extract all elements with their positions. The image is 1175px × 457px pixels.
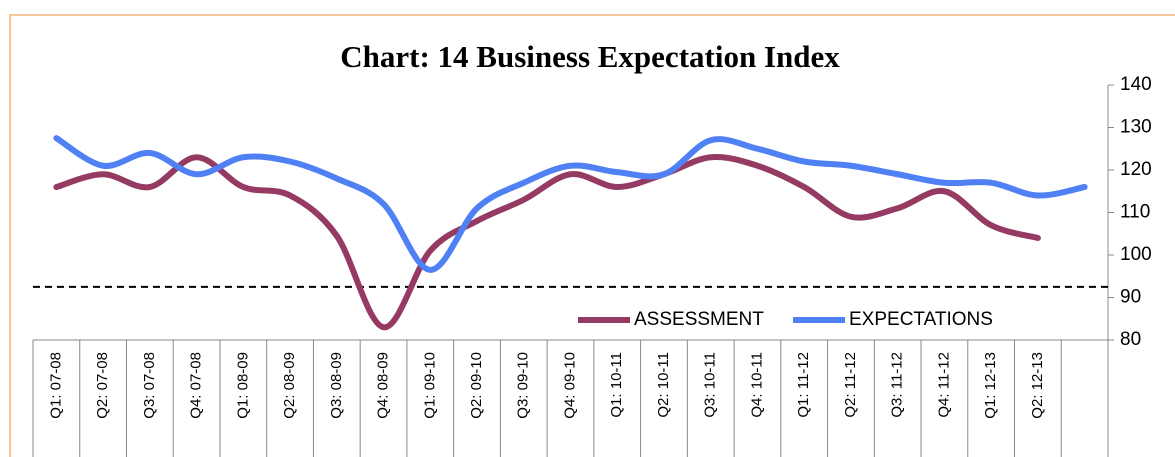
x-tick-label: Q2: 08-09 bbox=[281, 352, 298, 419]
y-tick-label: 110 bbox=[1120, 202, 1150, 223]
x-tick-label: Q2: 12-13 bbox=[1029, 352, 1046, 419]
chart-title: Chart: 14 Business Expectation Index bbox=[340, 39, 840, 74]
x-tick-label: Q3: 10-11 bbox=[702, 352, 719, 418]
series-line bbox=[53, 154, 1041, 331]
x-tick-label: Q4: 09-10 bbox=[561, 352, 578, 419]
y-tick-label: 120 bbox=[1120, 159, 1152, 180]
x-tick-label: Q2: 10-11 bbox=[655, 352, 672, 418]
x-tick-label: Q3: 09-10 bbox=[515, 352, 532, 419]
chart-border bbox=[9, 14, 1175, 457]
legend-label: ASSESSMENT bbox=[634, 309, 764, 330]
x-tick-label: Q2: 07-08 bbox=[94, 352, 111, 419]
x-tick-label: Q1: 09-10 bbox=[421, 352, 438, 419]
x-tick-label: Q1: 08-09 bbox=[234, 352, 251, 419]
x-tick-label: Q1: 12-13 bbox=[982, 352, 999, 419]
y-tick-label: 90 bbox=[1120, 287, 1141, 308]
y-tick-label: 80 bbox=[1120, 329, 1141, 350]
x-tick-label: Q4: 11-12 bbox=[935, 352, 952, 418]
y-tick-label: 140 bbox=[1120, 74, 1152, 95]
x-tick-label: Q3: 11-12 bbox=[889, 352, 906, 418]
x-tick-label: Q3: 08-09 bbox=[328, 352, 345, 419]
x-tick-label: Q1: 07-08 bbox=[47, 352, 64, 419]
x-tick-label: Q1: 10-11 bbox=[608, 352, 625, 418]
x-tick-label: Q4: 08-09 bbox=[375, 352, 392, 419]
x-tick-label: Q3: 07-08 bbox=[141, 352, 158, 419]
series-line bbox=[53, 135, 1088, 273]
x-tick-label: Q4: 07-08 bbox=[188, 352, 205, 419]
x-tick-label: Q2: 09-10 bbox=[468, 352, 485, 419]
y-tick-label: 130 bbox=[1120, 117, 1152, 138]
x-tick-label: Q4: 10-11 bbox=[748, 352, 765, 418]
x-tick-label: Q1: 11-12 bbox=[795, 352, 812, 418]
y-tick-label: 100 bbox=[1120, 244, 1152, 265]
legend-label: EXPECTATIONS bbox=[849, 309, 993, 330]
x-tick-label: Q2: 11-12 bbox=[842, 352, 859, 418]
